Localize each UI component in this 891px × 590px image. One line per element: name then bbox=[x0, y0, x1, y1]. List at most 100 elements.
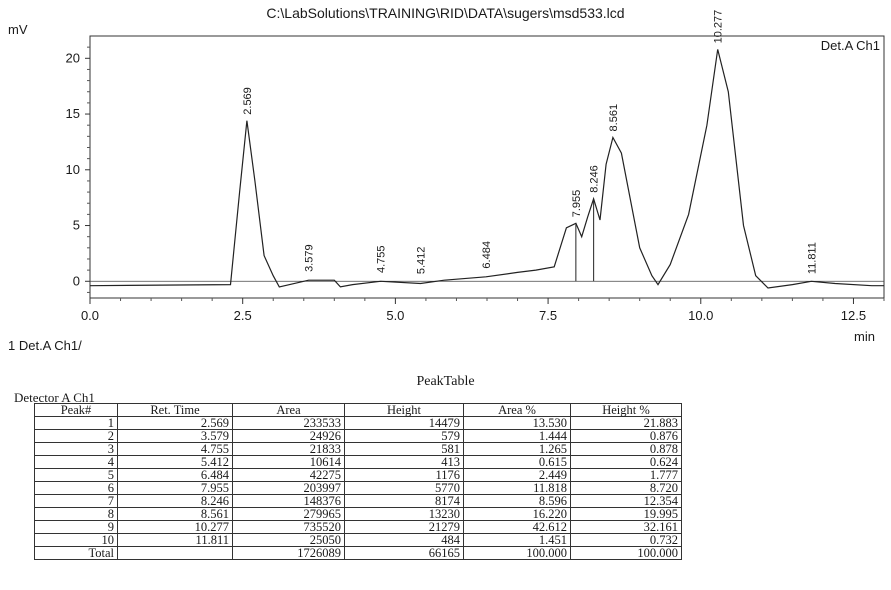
table-cell: 2 bbox=[34, 429, 118, 443]
table-cell: 5.412 bbox=[117, 455, 233, 469]
table-row: 8 8.561 279965 13230 16.220 19.995 bbox=[34, 507, 682, 521]
table-row: 4 5.412 10614 413 0.615 0.624 bbox=[34, 455, 682, 469]
header-height-percent: Height % bbox=[570, 403, 682, 417]
table-cell: 0.732 bbox=[570, 533, 682, 547]
table-cell: 1.451 bbox=[463, 533, 571, 547]
header-height: Height bbox=[344, 403, 464, 417]
table-cell: 11.811 bbox=[117, 533, 233, 547]
table-cell: 7.955 bbox=[117, 481, 233, 495]
header-ret-time: Ret. Time bbox=[117, 403, 233, 417]
y-tick-label: 20 bbox=[66, 50, 80, 65]
table-cell: 1 bbox=[34, 416, 118, 430]
table-cell: 484 bbox=[344, 533, 464, 547]
x-tick-label: 2.5 bbox=[234, 308, 252, 323]
table-cell bbox=[117, 546, 233, 560]
table-cell: 2.569 bbox=[117, 416, 233, 430]
peak-label: 11.811 bbox=[806, 242, 818, 274]
table-cell: 9 bbox=[34, 520, 118, 534]
table-cell: 6 bbox=[34, 481, 118, 495]
table-cell: 0.615 bbox=[463, 455, 571, 469]
table-cell: 1.777 bbox=[570, 468, 682, 482]
y-tick-label: 5 bbox=[73, 218, 80, 233]
peak-table-header-row: Peak# Ret. Time Area Height Area % Heigh… bbox=[34, 403, 682, 417]
table-row: 1 2.569 233533 14479 13.530 21.883 bbox=[34, 416, 682, 430]
table-cell: 203997 bbox=[232, 481, 345, 495]
table-cell: 3 bbox=[34, 442, 118, 456]
peak-label: 3.579 bbox=[304, 244, 316, 272]
table-row: 7 8.246 148376 8174 8.596 12.354 bbox=[34, 494, 682, 508]
x-axis-ticks: 0.0 2.5 5.0 7.5 10.0 12.5 bbox=[81, 298, 885, 323]
table-cell: 5770 bbox=[344, 481, 464, 495]
file-path-title: C:\LabSolutions\TRAINING\RID\DATA\sugers… bbox=[266, 5, 625, 21]
header-area-percent: Area % bbox=[463, 403, 571, 417]
table-cell: 14479 bbox=[344, 416, 464, 430]
table-cell: 0.876 bbox=[570, 429, 682, 443]
table-cell: 735520 bbox=[232, 520, 345, 534]
table-cell: 100.000 bbox=[463, 546, 571, 560]
table-cell: 1.265 bbox=[463, 442, 571, 456]
peak-label: 5.412 bbox=[416, 247, 428, 275]
table-cell: 8.596 bbox=[463, 494, 571, 508]
table-total-row: Total 1726089 66165 100.000 100.000 bbox=[34, 546, 682, 560]
peak-label: 10.277 bbox=[713, 10, 725, 44]
peak-markers: 2.569 3.579 4.755 5.412 6.484 7.955 8.246 8.561… bbox=[242, 10, 818, 282]
table-cell: 32.161 bbox=[570, 520, 682, 534]
table-cell: 21279 bbox=[344, 520, 464, 534]
table-cell: 2.449 bbox=[463, 468, 571, 482]
table-cell: 21.883 bbox=[570, 416, 682, 430]
table-cell: 581 bbox=[344, 442, 464, 456]
channel-footer-label: 1 Det.A Ch1/ bbox=[8, 338, 82, 353]
legend-label: Det.A Ch1 bbox=[821, 38, 880, 53]
peak-label: 7.955 bbox=[571, 190, 583, 218]
table-cell: 1176 bbox=[344, 468, 464, 482]
table-cell: 12.354 bbox=[570, 494, 682, 508]
table-row: 6 7.955 203997 5770 11.818 8.720 bbox=[34, 481, 682, 495]
table-cell: 6.484 bbox=[117, 468, 233, 482]
table-cell: 42275 bbox=[232, 468, 345, 482]
table-cell: 8174 bbox=[344, 494, 464, 508]
table-cell: 13.530 bbox=[463, 416, 571, 430]
table-cell: 3.579 bbox=[117, 429, 233, 443]
x-tick-label: 10.0 bbox=[688, 308, 713, 323]
table-row: 5 6.484 42275 1176 2.449 1.777 bbox=[34, 468, 682, 482]
table-row: 9 10.277 735520 21279 42.612 32.161 bbox=[34, 520, 682, 534]
peak-label: 8.246 bbox=[589, 165, 601, 193]
detector-label: Detector A Ch1 bbox=[14, 390, 95, 405]
table-cell: 233533 bbox=[232, 416, 345, 430]
table-cell: 0.878 bbox=[570, 442, 682, 456]
table-cell: 279965 bbox=[232, 507, 345, 521]
peak-label: 2.569 bbox=[242, 87, 254, 115]
table-cell: 8 bbox=[34, 507, 118, 521]
table-cell: 19.995 bbox=[570, 507, 682, 521]
x-tick-label: 7.5 bbox=[539, 308, 557, 323]
table-cell: 413 bbox=[344, 455, 464, 469]
table-cell: 579 bbox=[344, 429, 464, 443]
chromatogram-chart: 0 5 10 15 20 0.0 2.5 5.0 7.5 10.0 12.5 2.569 3.579… bbox=[66, 10, 885, 323]
table-cell: 7 bbox=[34, 494, 118, 508]
y-axis-ticks: 0 5 10 15 20 bbox=[66, 46, 90, 293]
table-cell: 4.755 bbox=[117, 442, 233, 456]
peak-label: 6.484 bbox=[481, 241, 493, 269]
table-cell: 24926 bbox=[232, 429, 345, 443]
table-cell: 42.612 bbox=[463, 520, 571, 534]
table-cell: 11.818 bbox=[463, 481, 571, 495]
header-area: Area bbox=[232, 403, 345, 417]
table-row: 10 11.811 25050 484 1.451 0.732 bbox=[34, 533, 682, 547]
table-cell: Total bbox=[34, 546, 118, 560]
table-cell: 10.277 bbox=[117, 520, 233, 534]
y-tick-label: 15 bbox=[66, 106, 80, 121]
signal-trace bbox=[89, 49, 884, 289]
peak-label: 4.755 bbox=[375, 246, 387, 274]
table-cell: 148376 bbox=[232, 494, 345, 508]
table-cell: 100.000 bbox=[570, 546, 682, 560]
table-cell: 8.246 bbox=[117, 494, 233, 508]
table-cell: 21833 bbox=[232, 442, 345, 456]
table-cell: 13230 bbox=[344, 507, 464, 521]
y-tick-label: 10 bbox=[66, 162, 80, 177]
x-axis-unit-label: min bbox=[854, 329, 875, 344]
table-cell: 0.624 bbox=[570, 455, 682, 469]
table-row: 2 3.579 24926 579 1.444 0.876 bbox=[34, 429, 682, 443]
peak-table-title: PeakTable bbox=[416, 374, 475, 389]
y-tick-label: 0 bbox=[73, 273, 80, 288]
peak-table: Peak# Ret. Time Area Height Area % Heigh… bbox=[34, 403, 682, 560]
